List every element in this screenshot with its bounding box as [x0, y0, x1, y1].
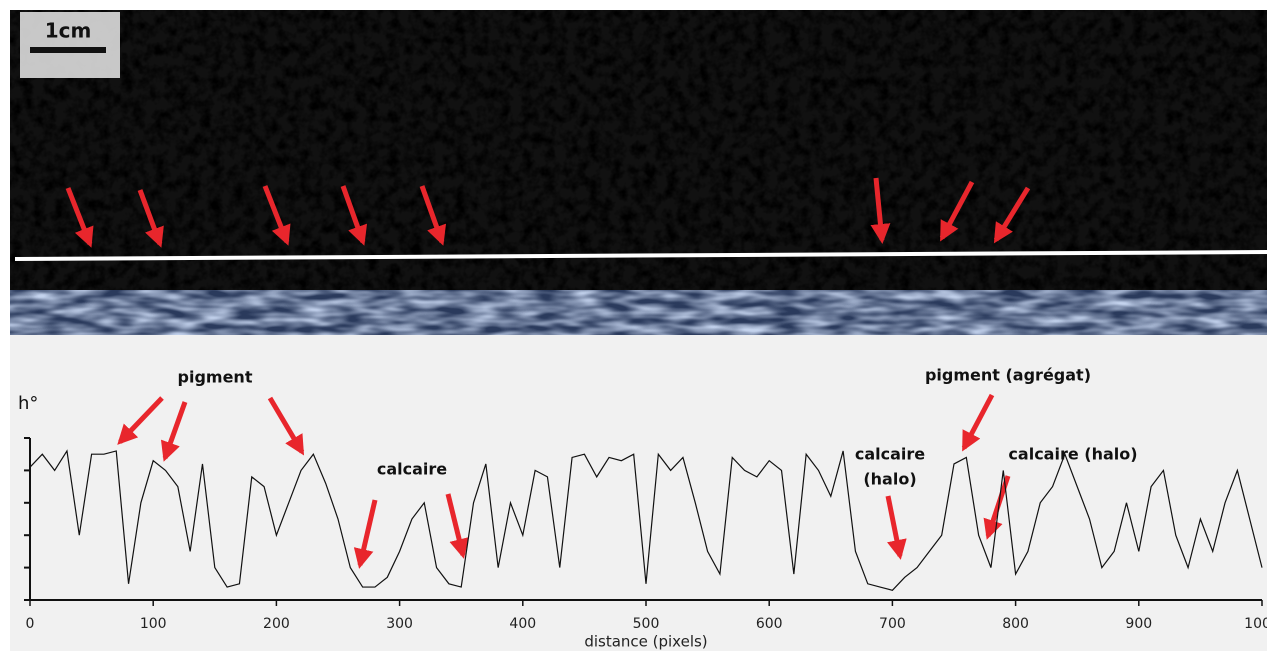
annotation: pigment (agrégat)	[925, 366, 1091, 385]
profile-line	[14, 250, 1267, 261]
scale-label: 1cm	[45, 19, 92, 43]
y-axis-label: h°	[18, 393, 38, 414]
x-tick-label: 1000	[1244, 616, 1267, 632]
x-tick-label: 800	[1002, 616, 1029, 632]
photo-arrows	[65, 177, 1031, 248]
x-tick-label: 0	[26, 616, 35, 632]
x-tick-label: 300	[386, 616, 413, 632]
annotation: calcaire	[855, 445, 925, 464]
scale-box	[20, 12, 120, 78]
x-axis-label: distance (pixels)	[584, 633, 707, 651]
scale-bar	[30, 47, 106, 53]
photo: 1cm	[10, 10, 1267, 335]
plot-bg	[10, 335, 1267, 651]
x-tick-label: 100	[140, 616, 167, 632]
annotation: (halo)	[863, 470, 916, 489]
annotation: pigment	[178, 368, 253, 387]
x-tick-label: 500	[633, 616, 660, 632]
photo-texture	[10, 10, 1267, 290]
x-tick-label: 700	[879, 616, 906, 632]
annotation: calcaire (halo)	[1008, 445, 1137, 464]
colour-texture	[10, 290, 1267, 335]
x-tick-label: 200	[263, 616, 290, 632]
x-tick-label: 900	[1125, 616, 1152, 632]
profile	[29, 449, 1263, 591]
chart-arrows	[117, 393, 1011, 569]
x-tick-label: 400	[509, 616, 536, 632]
x-tick-label: 600	[756, 616, 783, 632]
annotation: calcaire	[377, 460, 447, 479]
